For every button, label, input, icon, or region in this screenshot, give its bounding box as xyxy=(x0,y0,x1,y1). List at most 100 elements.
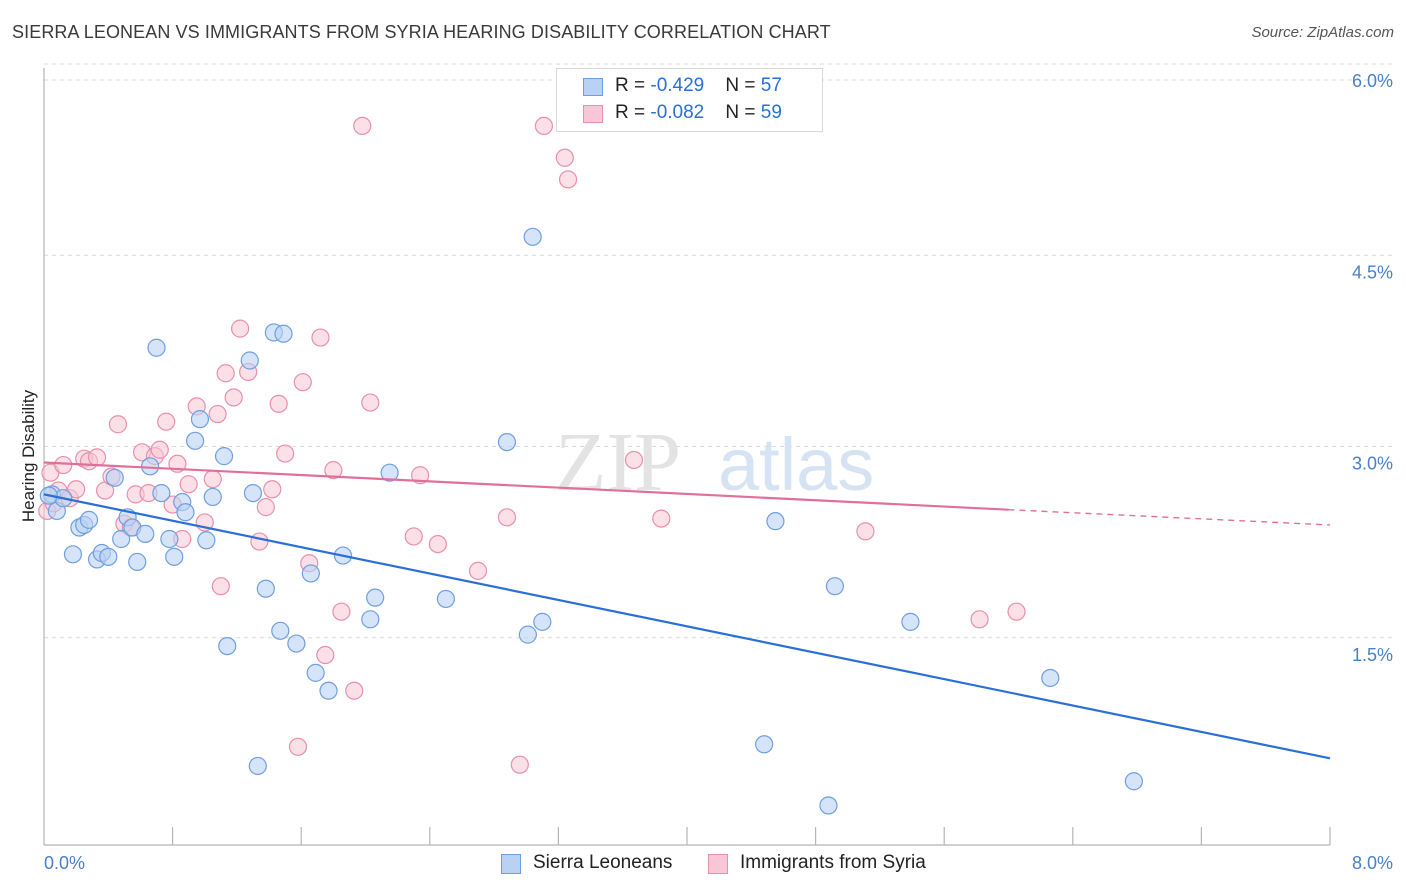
legend-label-sierra: Sierra Leoneans xyxy=(533,852,673,873)
syria-point xyxy=(216,364,235,383)
sierra-point xyxy=(190,410,210,429)
sierra-point xyxy=(165,547,184,566)
sierra-point xyxy=(79,510,99,529)
syria-point xyxy=(558,170,578,189)
y-axis-label: Hearing Disability xyxy=(19,389,38,522)
sierra-point xyxy=(1041,668,1060,688)
series-syria-points xyxy=(38,116,1026,774)
sierra-point xyxy=(523,227,542,246)
syria-point xyxy=(324,461,343,480)
sierra-point xyxy=(147,338,166,357)
sierra-point xyxy=(497,433,517,452)
sierra-point xyxy=(105,468,124,487)
y-tick-labels: 1.5% 3.0% 4.5% 6.0% xyxy=(1352,71,1393,665)
sierra-point xyxy=(380,463,399,482)
stats-text-syria: R = -0.082 N = 59 xyxy=(615,102,782,124)
sierra-swatch-icon xyxy=(583,78,603,96)
syria-point xyxy=(87,448,107,467)
n-label: N = xyxy=(725,102,761,123)
r-label: R = xyxy=(615,102,651,123)
watermark-zip: ZIP xyxy=(555,416,681,509)
syria-point xyxy=(353,116,372,136)
syria-point xyxy=(361,393,380,412)
y-tick-label: 6.0% xyxy=(1352,71,1393,91)
sierra-point xyxy=(436,589,455,609)
syria-point xyxy=(224,388,243,407)
sierra-point xyxy=(136,524,155,544)
syria-point xyxy=(332,602,351,621)
syria-point xyxy=(555,148,574,167)
r-value: -0.429 xyxy=(650,75,705,96)
trend-lines xyxy=(43,461,1331,760)
sierra-point xyxy=(248,756,267,776)
chart-title: SIERRA LEONEAN VS IMMIGRANTS FROM SYRIA … xyxy=(12,22,831,42)
sierra-point xyxy=(152,484,171,503)
syria-point xyxy=(256,498,275,517)
source-label: Source: ZipAtlas.com xyxy=(1251,24,1394,41)
syria-point xyxy=(497,508,517,527)
syria-point xyxy=(345,681,364,700)
axes xyxy=(43,68,1330,846)
x-tick-marks xyxy=(172,827,1331,845)
sierra-point xyxy=(287,634,306,653)
n-value: 59 xyxy=(760,102,782,123)
syria-point xyxy=(468,561,488,580)
syria-point xyxy=(67,480,86,499)
grid-lines xyxy=(44,63,1393,639)
sierra-point xyxy=(128,552,147,572)
x-tick-label-max: 8.0% xyxy=(1352,853,1393,873)
sierra-point xyxy=(361,610,380,629)
sierra-trend-line xyxy=(43,493,1331,760)
syria-point xyxy=(311,328,330,347)
syria-point xyxy=(179,475,198,494)
n-label: N = xyxy=(725,75,761,96)
sierra-point xyxy=(766,512,785,531)
syria-point xyxy=(510,755,529,774)
series-sierra-points xyxy=(39,227,1143,815)
sierra-point xyxy=(63,545,83,564)
sierra-point xyxy=(271,621,290,640)
x-tick-label-min: 0.0% xyxy=(44,853,85,873)
sierra-point xyxy=(176,503,195,522)
syria-point xyxy=(276,444,295,463)
syria-point xyxy=(108,415,128,434)
syria-point xyxy=(652,509,671,528)
syria-point xyxy=(150,440,169,459)
stats-legend: R = -0.429 N = 57 R = -0.082 N = 59 xyxy=(556,68,823,132)
sierra-point xyxy=(533,612,552,631)
syria-point xyxy=(231,319,250,338)
sierra-point xyxy=(99,547,118,566)
syria-point xyxy=(263,480,282,499)
syria-point xyxy=(208,404,227,424)
sierra-point xyxy=(1124,772,1143,791)
syria-point xyxy=(856,522,875,541)
syria-trend-line xyxy=(43,461,1009,511)
syria-point xyxy=(293,373,312,392)
syria-trend-extension xyxy=(1008,508,1331,526)
sierra-point xyxy=(306,663,325,682)
syria-point xyxy=(970,610,989,629)
syria-point xyxy=(411,466,430,485)
y-tick-label: 3.0% xyxy=(1352,454,1393,474)
r-value: -0.082 xyxy=(650,102,705,123)
sierra-point xyxy=(518,625,537,644)
syria-point xyxy=(1007,602,1026,621)
sierra-point xyxy=(203,487,222,507)
legend-label-syria: Immigrants from Syria xyxy=(740,852,926,873)
sierra-point xyxy=(160,529,179,549)
syria-legend-swatch-icon xyxy=(708,854,728,874)
sierra-point xyxy=(366,588,385,607)
syria-point xyxy=(288,737,308,756)
syria-point xyxy=(404,527,423,546)
syria-point xyxy=(203,469,222,489)
n-value: 57 xyxy=(760,75,782,96)
syria-point xyxy=(211,577,230,596)
sierra-point xyxy=(186,431,205,450)
sierra-point xyxy=(218,636,237,656)
sierra-point xyxy=(214,447,234,466)
stats-text-sierra: R = -0.429 N = 57 xyxy=(615,75,782,97)
sierra-point xyxy=(301,564,320,583)
syria-point xyxy=(269,394,288,413)
sierra-point xyxy=(243,484,263,503)
